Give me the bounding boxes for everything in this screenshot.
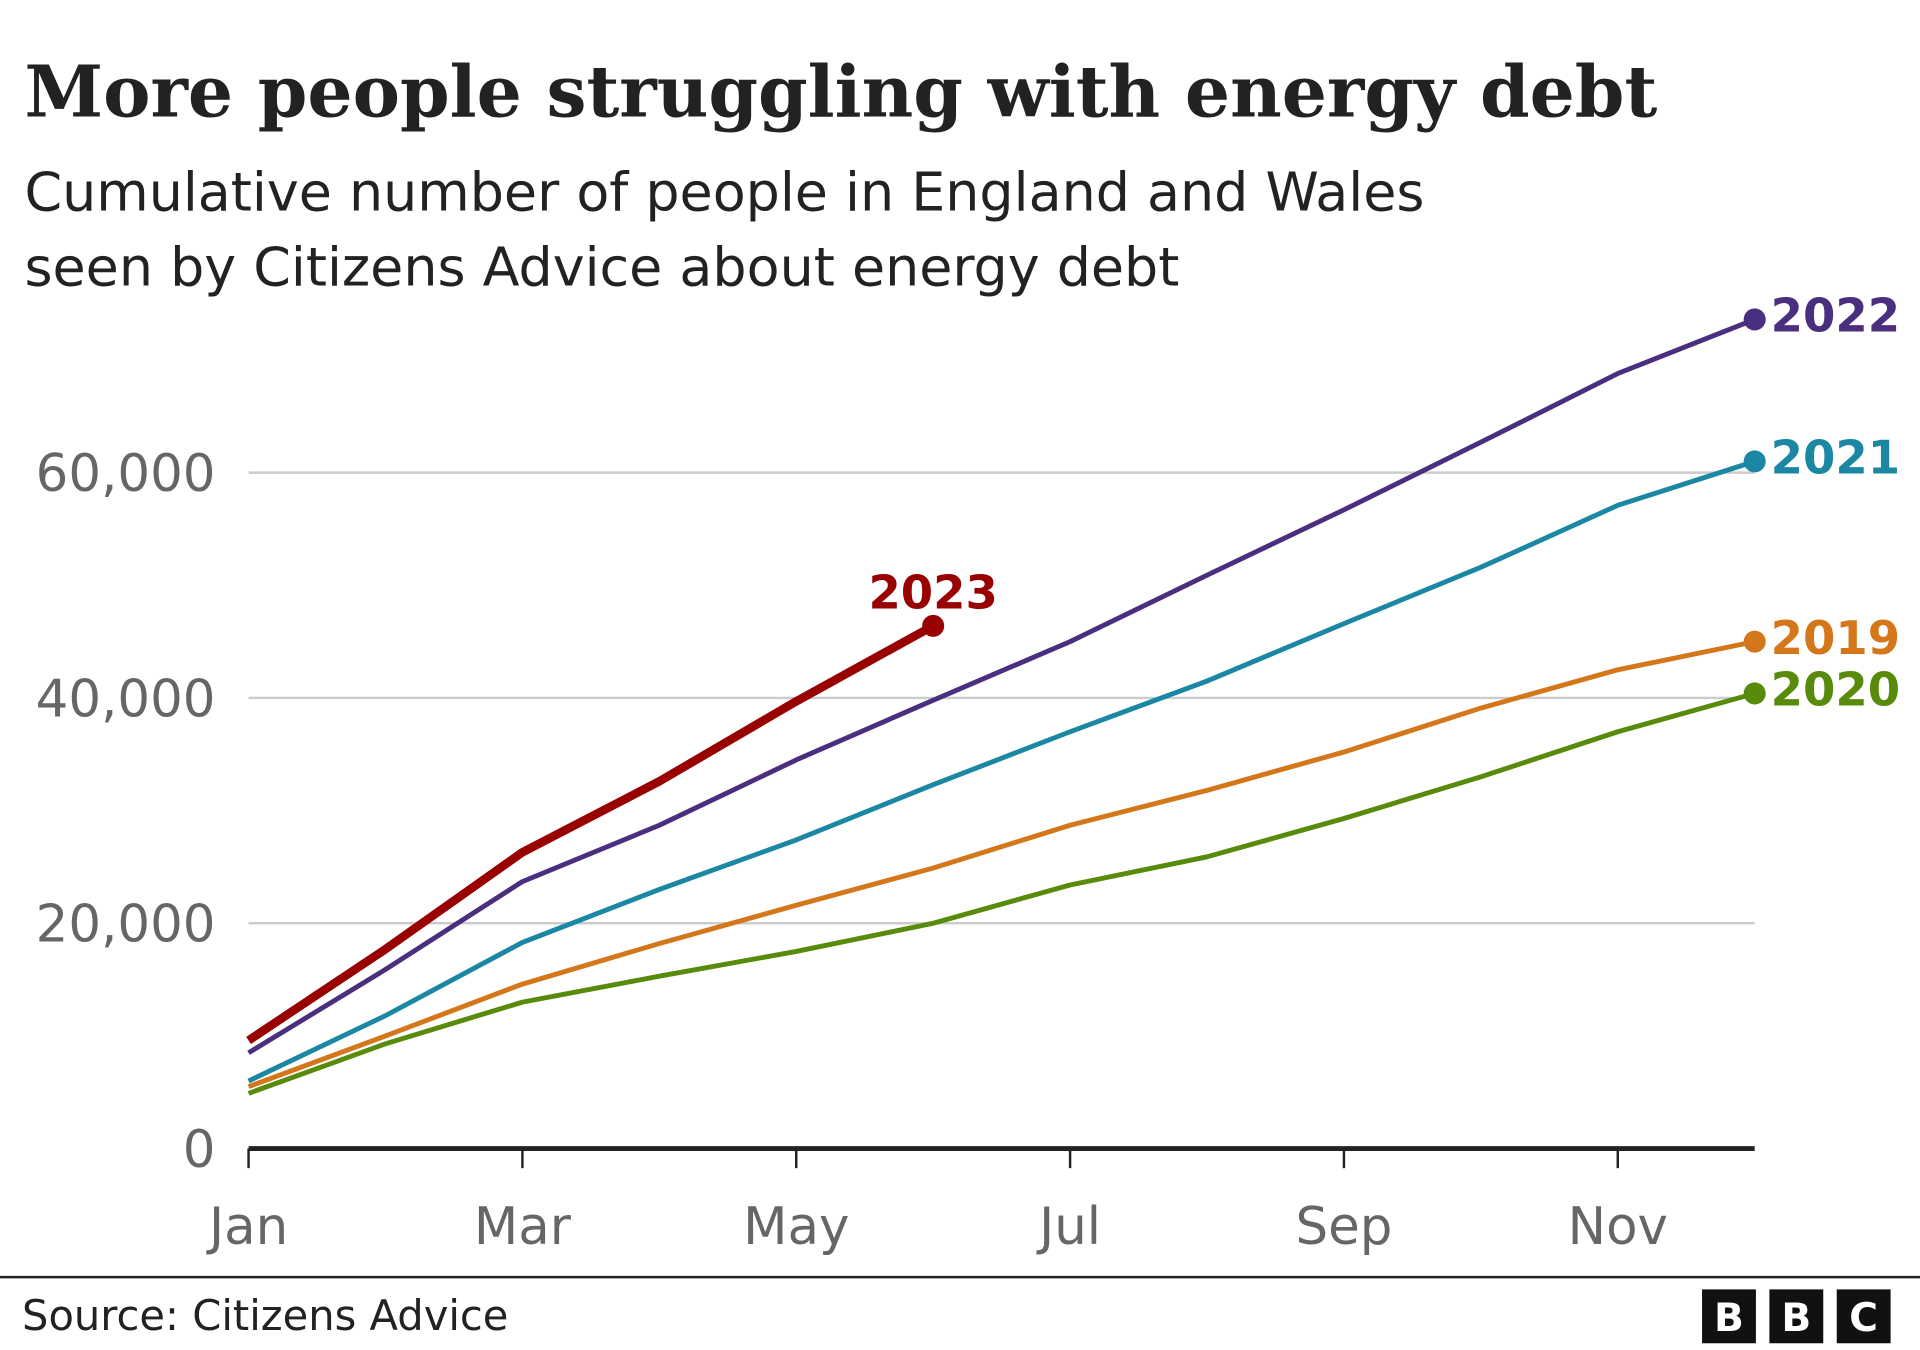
y-tick-label: 20,000: [36, 895, 216, 955]
series-label: 2021: [1771, 431, 1900, 485]
chart-subtitle: seen by Citizens Advice about energy deb…: [24, 235, 1179, 298]
series-label: 2022: [1771, 289, 1900, 343]
x-tick-label: May: [743, 1197, 849, 1257]
x-tick-label: Sep: [1295, 1197, 1392, 1257]
chart-title: More people struggling with energy debt: [24, 49, 1657, 133]
end-dot: [1743, 308, 1766, 331]
logo-letter: B: [1781, 1296, 1811, 1341]
y-tick-label: 40,000: [36, 669, 216, 729]
y-tick-label: 60,000: [36, 444, 216, 504]
source: Source: Citizens Advice: [22, 1291, 508, 1340]
series-line: [247, 317, 1756, 1055]
series-line: [247, 691, 1756, 1096]
series-label: 2020: [1771, 663, 1900, 717]
chart-subtitle: Cumulative number of people in England a…: [24, 161, 1424, 224]
x-tick-label: Jul: [1036, 1197, 1101, 1257]
logo-block: [1702, 1289, 1756, 1344]
end-dot: [922, 614, 945, 637]
logo-letter: C: [1849, 1296, 1878, 1341]
series-label: 2019: [1771, 611, 1900, 665]
series-line: [246, 622, 936, 1044]
x-tick-label: Jan: [206, 1197, 288, 1257]
x-tick-label: Mar: [474, 1197, 572, 1257]
series-line: [247, 459, 1756, 1084]
logo-block: [1836, 1289, 1891, 1344]
logo-letter: B: [1714, 1296, 1744, 1341]
logo-block: [1769, 1289, 1824, 1344]
x-tick-label: Nov: [1568, 1197, 1668, 1257]
end-dot: [1743, 450, 1766, 473]
end-dot: [1743, 630, 1766, 653]
series-line: [247, 639, 1756, 1089]
end-dot: [1743, 682, 1766, 705]
y-tick-label: 0: [183, 1120, 216, 1180]
series-label: 2023: [868, 566, 997, 620]
